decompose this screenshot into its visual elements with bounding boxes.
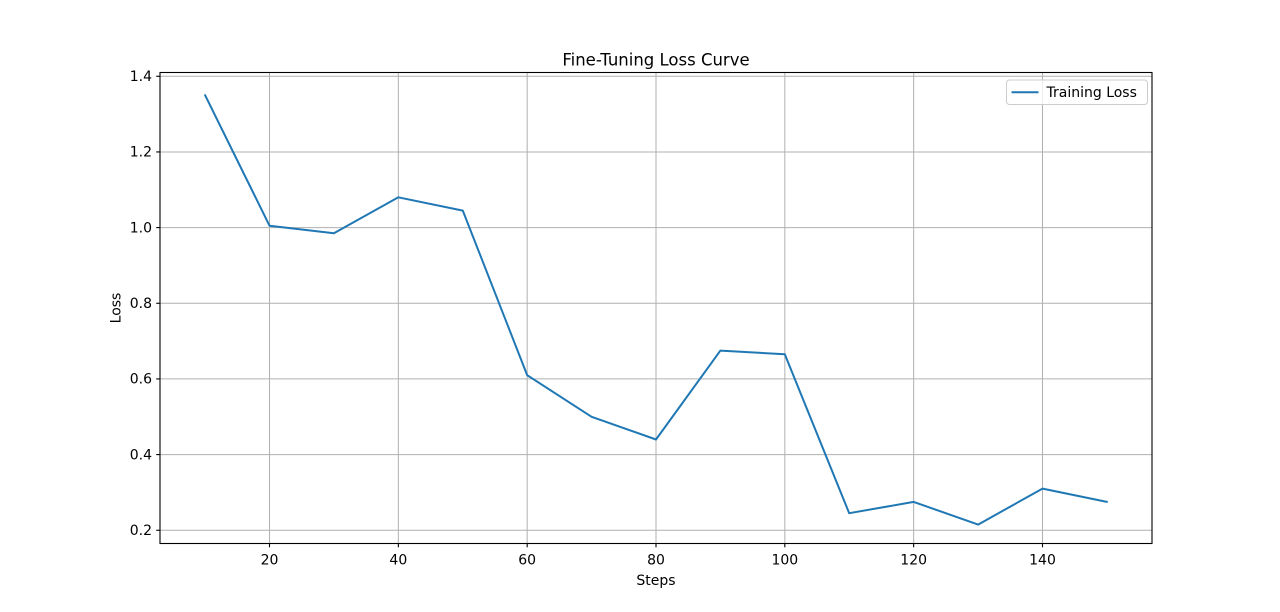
x-axis-label: Steps [636,573,675,589]
y-axis-label: Loss [109,293,125,324]
y-tick-label: 0.2 [130,523,152,539]
grid-lines [160,72,1152,544]
training-loss-line [204,94,1108,526]
y-tick-label: 0.8 [130,296,152,312]
axis-ticks [156,75,1044,548]
chart-title: Fine-Tuning Loss Curve [562,51,749,70]
x-tick-label: 80 [647,553,665,569]
y-tick-label: 0.6 [130,372,152,388]
y-tick-label: 1.0 [130,220,152,236]
y-tick-label: 1.4 [130,69,152,85]
x-tick-label: 140 [1029,553,1056,569]
y-tick-label: 0.4 [130,447,152,463]
x-tick-label: 20 [261,553,279,569]
x-tick-label: 120 [900,553,927,569]
x-tick-label: 40 [389,553,407,569]
y-tick-label: 1.2 [130,145,152,161]
legend-box [1006,79,1148,105]
x-tick-label: 60 [518,553,536,569]
legend-label: Training Loss [1046,85,1137,101]
y-tick-labels: 0.2 0.4 0.6 0.8 1.0 1.2 1.4 [130,69,152,539]
x-tick-label: 100 [771,553,798,569]
legend: Training Loss [1006,79,1148,105]
x-tick-labels: 20 40 60 80 100 120 140 [261,553,1056,569]
